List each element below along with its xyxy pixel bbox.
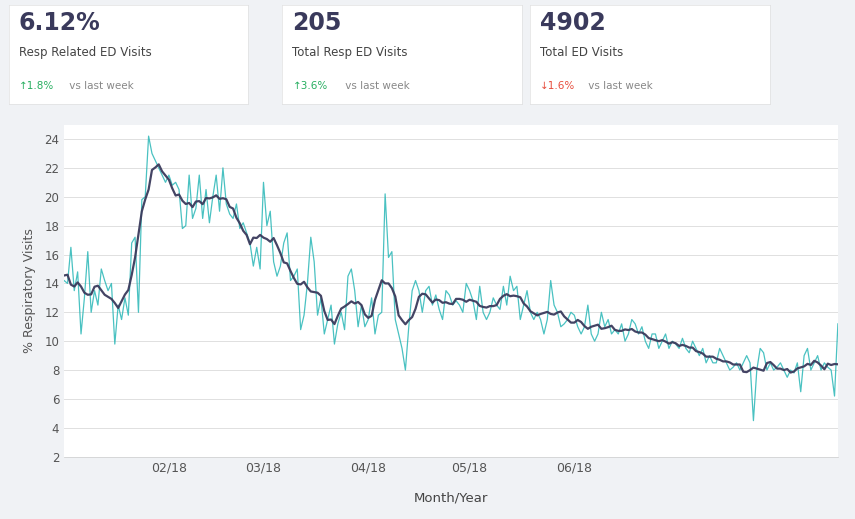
Text: Resp Related ED Visits: Resp Related ED Visits bbox=[19, 46, 151, 59]
Text: ↓1.6%: ↓1.6% bbox=[540, 81, 575, 91]
Text: Total Resp ED Visits: Total Resp ED Visits bbox=[292, 46, 408, 59]
Text: Total ED Visits: Total ED Visits bbox=[540, 46, 623, 59]
Text: ↑3.6%: ↑3.6% bbox=[292, 81, 327, 91]
X-axis label: Month/Year: Month/Year bbox=[414, 491, 488, 504]
Text: 6.12%: 6.12% bbox=[19, 11, 101, 35]
Text: vs last week: vs last week bbox=[66, 81, 133, 91]
Text: ↑1.8%: ↑1.8% bbox=[19, 81, 54, 91]
Text: vs last week: vs last week bbox=[342, 81, 410, 91]
Text: 4902: 4902 bbox=[540, 11, 606, 35]
Y-axis label: % Respiratory Visits: % Respiratory Visits bbox=[23, 228, 36, 353]
Text: vs last week: vs last week bbox=[585, 81, 652, 91]
Text: 205: 205 bbox=[292, 11, 342, 35]
